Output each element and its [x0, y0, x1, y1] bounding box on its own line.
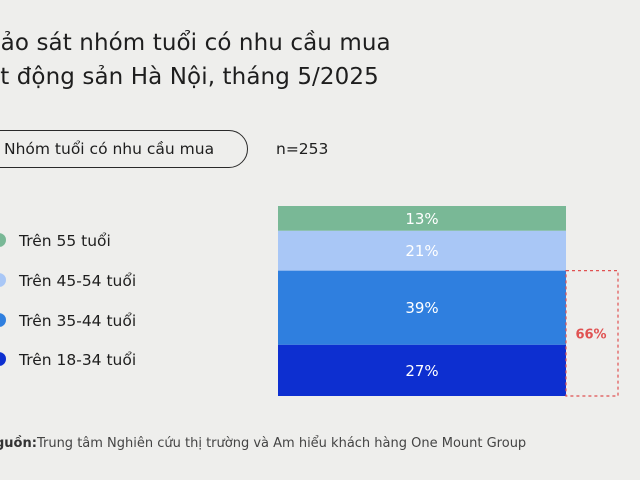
data-label-tr-n-55-tu-i: 13%	[405, 210, 438, 228]
legend-swatch-icon	[0, 273, 6, 287]
bar-segment-tr-n-35-44-tu-i	[278, 270, 566, 345]
source-prefix: guồn:	[0, 436, 37, 451]
legend-item-tr-n-55-tu-i: Trên 55 tuổi	[0, 231, 111, 251]
legend-item-tr-n-35-44-tu-i: Trên 35-44 tuổi	[0, 311, 136, 331]
chart-title-line-1: hảo sát nhóm tuổi có nhu cầu mua	[0, 30, 391, 56]
data-label-tr-n-35-44-tu-i: 39%	[405, 299, 438, 317]
source-note: guồn:Trung tâm Nghiên cứu thị trường và …	[0, 435, 526, 453]
bar-segment-tr-n-45-54-tu-i	[278, 230, 566, 271]
legend-label: Trên 35-44 tuổi	[19, 312, 137, 330]
chart-title-line-2: ất động sản Hà Nội, tháng 5/2025	[0, 64, 379, 90]
sample-size-label: n=253	[276, 140, 329, 158]
legend-label: Trên 45-54 tuổi	[19, 272, 137, 290]
data-label-tr-n-18-34-tu-i: 27%	[405, 362, 438, 380]
legend-label: Trên 18-34 tuổi	[19, 351, 137, 369]
bracket-label: 66%	[575, 327, 606, 342]
bar-segment-tr-n-55-tu-i	[278, 206, 566, 231]
legend-item-tr-n-45-54-tu-i: Trên 45-54 tuổi	[0, 271, 136, 291]
legend-label: Trên 55 tuổi	[19, 232, 111, 250]
bar-segment-tr-n-18-34-tu-i	[278, 344, 566, 396]
source-text: Trung tâm Nghiên cứu thị trường và Am hi…	[36, 436, 527, 451]
legend-swatch-icon	[0, 352, 6, 366]
bracket-box	[565, 270, 619, 397]
legend-item-tr-n-18-34-tu-i: Trên 18-34 tuổi	[0, 350, 136, 370]
chart-title: hảo sát nhóm tuổi có nhu cầu mua ất động…	[0, 26, 391, 94]
data-label-tr-n-45-54-tu-i: 21%	[405, 242, 438, 260]
legend-swatch-icon	[0, 233, 6, 247]
group-label-pill: Nhóm tuổi có nhu cầu mua	[0, 130, 248, 168]
legend-swatch-icon	[0, 313, 6, 327]
